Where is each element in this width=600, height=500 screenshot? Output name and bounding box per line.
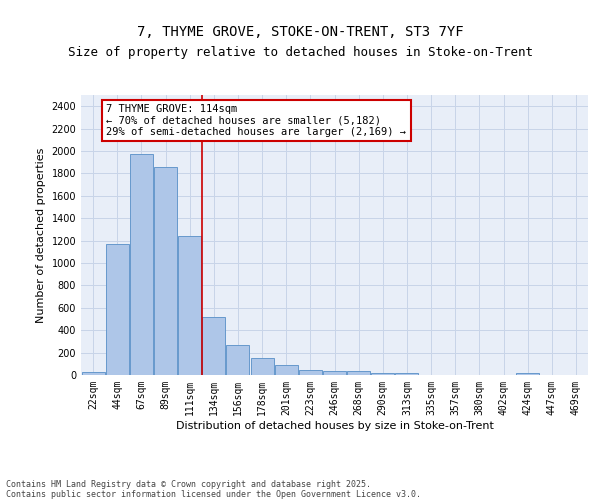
Bar: [275, 365, 298, 375]
Y-axis label: Number of detached properties: Number of detached properties: [36, 148, 46, 322]
Bar: [347, 371, 370, 375]
Bar: [106, 244, 128, 375]
Bar: [299, 370, 322, 375]
Text: 7, THYME GROVE, STOKE-ON-TRENT, ST3 7YF: 7, THYME GROVE, STOKE-ON-TRENT, ST3 7YF: [137, 26, 463, 40]
X-axis label: Distribution of detached houses by size in Stoke-on-Trent: Distribution of detached houses by size …: [176, 420, 493, 430]
Bar: [226, 345, 250, 375]
Bar: [251, 358, 274, 375]
Bar: [323, 370, 346, 375]
Bar: [516, 374, 539, 375]
Text: Contains HM Land Registry data © Crown copyright and database right 2025.
Contai: Contains HM Land Registry data © Crown c…: [6, 480, 421, 500]
Bar: [371, 372, 394, 375]
Bar: [82, 372, 104, 375]
Text: 7 THYME GROVE: 114sqm
← 70% of detached houses are smaller (5,182)
29% of semi-d: 7 THYME GROVE: 114sqm ← 70% of detached …: [106, 104, 406, 137]
Bar: [395, 374, 418, 375]
Text: Size of property relative to detached houses in Stoke-on-Trent: Size of property relative to detached ho…: [67, 46, 533, 59]
Bar: [202, 318, 225, 375]
Bar: [154, 167, 177, 375]
Bar: [178, 236, 201, 375]
Bar: [130, 154, 153, 375]
